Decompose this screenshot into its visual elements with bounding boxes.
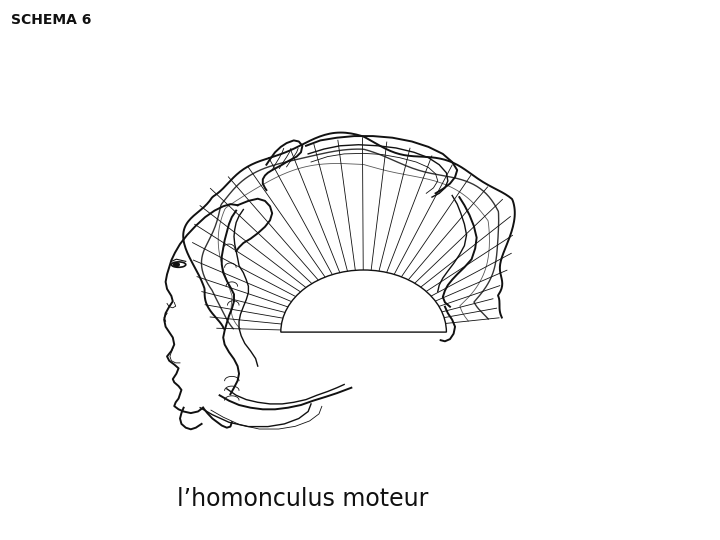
Text: l’homonculus moteur: l’homonculus moteur	[176, 488, 428, 511]
Text: SCHEMA 6: SCHEMA 6	[11, 14, 91, 28]
Wedge shape	[281, 270, 446, 332]
Circle shape	[173, 262, 180, 267]
Ellipse shape	[171, 262, 186, 267]
